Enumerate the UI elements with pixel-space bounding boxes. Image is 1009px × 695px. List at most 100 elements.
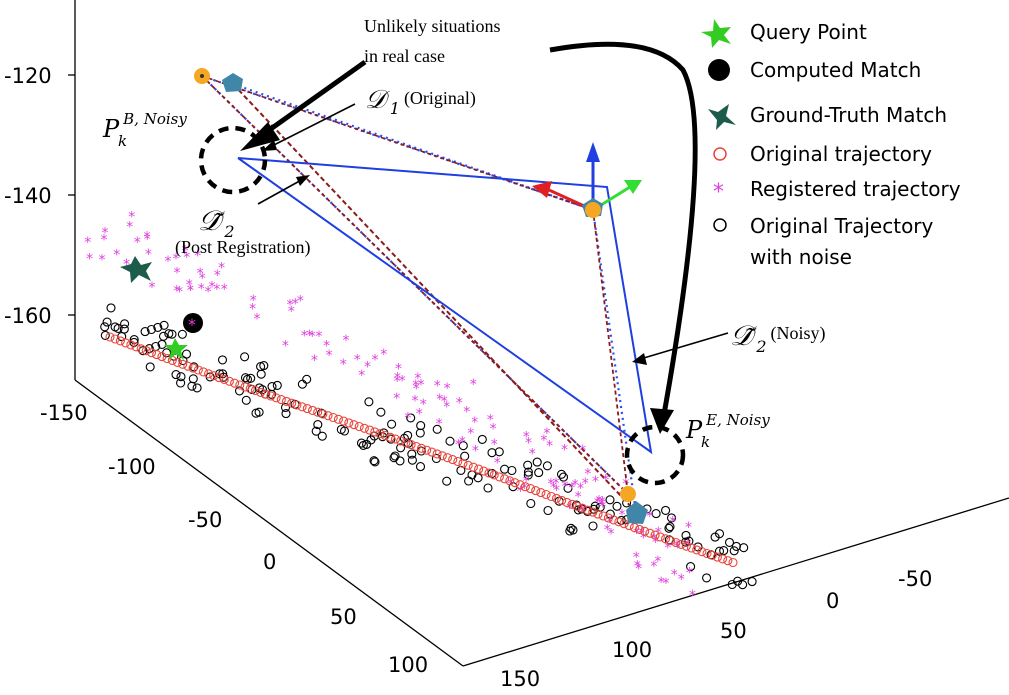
registered-trajectory-point: * [86,251,93,267]
noisy-trajectory-point [523,467,533,477]
highlight-circle-end [624,424,686,486]
registered-trajectory-point: * [186,277,193,293]
original-trajectory-point [577,503,587,513]
registered-trajectory-point: * [174,265,181,281]
registered-trajectory-point: * [547,477,554,493]
computed-match-inner-asterisk: * [188,315,196,334]
dark-red-dashed-line [232,83,637,513]
registered-trajectory-point: * [343,333,350,349]
registered-trajectory-point: * [562,479,569,495]
registered-trajectory-point: * [470,377,477,393]
original-trajectory-point [333,414,343,424]
registered-trajectory-point: * [594,495,601,511]
original-trajectory-point [339,416,349,426]
original-trajectory-point [598,511,608,521]
registered-trajectory-point: * [393,391,400,407]
original-trajectory-point [162,353,172,364]
noisy-trajectory-point [558,472,569,482]
original-trajectory-point [697,547,707,557]
registered-trajectory-point: * [221,282,228,298]
noisy-trajectory-point [120,319,130,329]
d2-post-registration-label: 𝒟̃ 2 [198,204,235,241]
original-trajectory-point [531,486,541,496]
original-trajectory-point [266,391,276,401]
highlight-circle-begin [198,125,268,195]
arrowhead-d1 [262,140,277,151]
original-trajectory-point [406,440,416,450]
legend-label-registered: Registered trajectory [750,177,961,201]
noisy-trajectory-point [556,469,567,479]
original-trajectory-point [707,550,717,560]
dark-red-dashed-line [201,75,594,211]
registered-trajectory-point: * [282,338,289,354]
noisy-trajectory-point [651,509,661,519]
original-trajectory-point [146,348,157,358]
noisy-trajectory-point [494,447,504,457]
registered-trajectory-point: * [306,328,313,344]
original-trajectory-point [712,552,722,562]
legend: Query Point Computed Match Ground-Truth … [701,19,961,269]
computed-match-marker [183,313,203,333]
original-trajectory-point [718,554,728,564]
original-trajectory-point [313,407,323,417]
arrowhead-d2-noisy [632,353,647,365]
registered-trajectory-point: * [491,437,498,453]
noisy-trajectory-point [356,438,367,448]
noisy-trajectory-point [178,355,188,366]
original-trajectory-point [385,432,395,442]
original-trajectory-point [681,541,691,551]
original-trajectory-point [219,374,229,384]
series-original-trajectory [105,332,738,568]
registered-trajectory-point: * [596,493,603,509]
noisy-trajectory-point [543,505,553,516]
noisy-trajectory-point [187,381,197,391]
hex-marker [626,501,648,524]
noisy-trajectory-point [566,523,576,533]
registered-trajectory-point: * [689,588,696,604]
x-tick-label: -150 [40,401,88,425]
original-trajectory-point [359,423,369,433]
pke-sub: k [701,433,710,451]
registered-trajectory-point: * [472,443,479,459]
registered-trajectory-point: * [183,250,190,266]
original-trajectory-point [500,474,510,484]
z-tick-label: -140 [4,184,52,208]
registered-trajectory-point: * [199,271,206,287]
noisy-trajectory-point [281,409,291,419]
legend-label-noisy-line2: with noise [750,245,852,269]
noisy-trajectory-point [442,476,452,486]
original-trajectory-point [603,513,613,523]
registered-trajectory-point: * [654,554,661,570]
original-trajectory-point [183,361,193,371]
registered-trajectory-point: * [99,252,106,268]
registered-trajectory-point: * [494,456,501,472]
original-trajectory-point [468,462,478,472]
x-tick-label: -50 [188,508,222,532]
original-trajectory-point [583,505,593,515]
registered-trajectory-point: * [577,481,584,497]
original-trajectory-point [105,332,115,342]
series-noisy-trajectory [100,303,757,590]
arrow-unlikely-left [256,59,367,141]
noisy-trajectory-point [666,513,677,523]
original-trajectory-point [224,376,234,386]
registered-trajectory-point: * [575,489,582,505]
original-trajectory-point [307,405,318,415]
registered-trajectory-point: * [144,232,151,248]
registered-trajectory-point: * [529,447,536,463]
noisy-trajectory-point [176,378,186,388]
registered-trajectory-point: * [640,530,647,546]
registered-trajectory-point: * [165,254,172,270]
noisy-trajectory-point [500,464,510,474]
original-trajectory-point [692,545,702,555]
query-point-marker [164,338,188,360]
original-trajectory-point [562,497,572,507]
y-tick-label: 0 [826,589,839,613]
registered-trajectory-point: * [592,474,599,490]
noisy-trajectory-point [153,322,163,332]
original-trajectory-point [178,359,188,369]
arrow-d1 [267,103,356,149]
d1-label: 𝒟 1 (Original) [365,85,476,118]
registered-trajectory-point: * [490,421,497,437]
registered-trajectory-point: * [418,377,425,393]
